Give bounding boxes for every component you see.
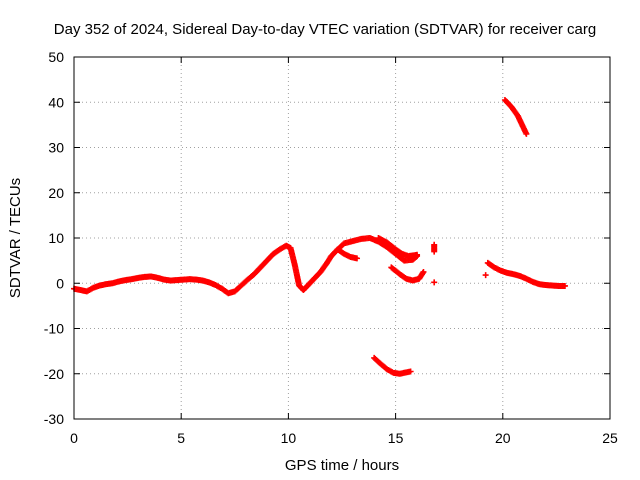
y-tick-label: 0 [56,275,64,291]
data-point [431,279,438,286]
x-tick-label: 5 [177,430,185,446]
y-tick-label: 10 [48,230,64,246]
x-axis-label: GPS time / hours [285,457,399,474]
data-point [354,255,361,262]
data-point [431,248,438,255]
data-points [71,96,568,377]
chart-title: Day 352 of 2024, Sidereal Day-to-day VTE… [54,21,596,38]
y-tick-label: -20 [44,366,64,382]
grid-layer [74,57,610,419]
data-point [482,272,489,279]
x-tick-label: 0 [70,430,78,446]
y-tick-label: -30 [44,411,64,427]
x-tick-label: 25 [602,430,618,446]
data-point [523,130,530,137]
x-tick-label: 15 [388,430,404,446]
x-tick-label: 10 [281,430,297,446]
y-tick-label: 30 [48,140,64,156]
x-tick-label: 20 [495,430,511,446]
ticks-layer: 0 5 10 15 20 25 -30 -20 -10 0 10 20 30 40 50 [44,49,618,446]
data-point [561,282,568,289]
data-point [420,268,427,275]
y-axis-label: SDTVAR / TECUs [7,178,24,298]
data-point [414,251,421,258]
data-point [407,368,414,375]
y-tick-label: 50 [48,49,64,65]
y-tick-label: 20 [48,185,64,201]
y-tick-label: 40 [48,94,64,110]
y-tick-label: -10 [44,321,64,337]
